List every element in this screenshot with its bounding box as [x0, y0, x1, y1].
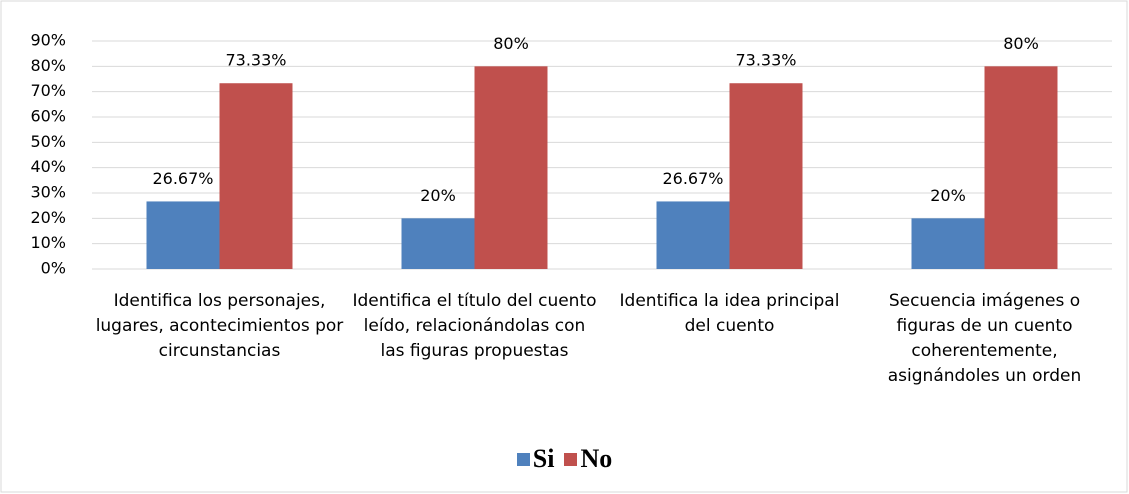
legend-label: No	[580, 444, 613, 473]
y-tick-label: 50%	[30, 132, 66, 151]
bar	[219, 83, 293, 269]
y-tick-label: 0%	[41, 259, 66, 278]
y-tick-label: 20%	[30, 208, 66, 227]
y-tick-label: 70%	[30, 81, 66, 100]
bar	[984, 66, 1058, 269]
bar	[911, 218, 985, 269]
y-tick-label: 90%	[30, 31, 66, 50]
y-tick-label: 40%	[30, 157, 66, 176]
legend-swatch	[564, 452, 578, 466]
x-tick-label: Identifica la idea principal del cuento	[619, 291, 840, 336]
data-label: 73.33%	[225, 51, 286, 70]
data-label: 20%	[930, 186, 966, 205]
y-tick-label: 30%	[30, 183, 66, 202]
data-label: 20%	[420, 186, 456, 205]
bar	[656, 201, 730, 269]
y-tick-label: 80%	[30, 56, 66, 75]
x-tick-label: Identifica el título del cuento leído, r…	[352, 291, 597, 361]
legend-label: Si	[532, 444, 555, 473]
data-label: 80%	[1003, 34, 1039, 53]
legend: Si No	[0, 444, 1129, 474]
data-label: 26.67%	[662, 169, 723, 188]
data-label: 26.67%	[152, 169, 213, 188]
bar	[729, 83, 803, 269]
y-tick-label: 10%	[30, 233, 66, 252]
legend-item: No	[564, 444, 612, 474]
data-label: 80%	[493, 34, 529, 53]
x-tick-label: Identifica los personajes, lugares, acon…	[95, 291, 344, 361]
legend-swatch	[516, 452, 530, 466]
bar	[401, 218, 475, 269]
y-tick-label: 60%	[30, 107, 66, 126]
x-tick-label: Secuencia imágenes o figuras de un cuent…	[887, 291, 1082, 386]
data-label: 73.33%	[735, 51, 796, 70]
bar	[474, 66, 548, 269]
legend-item: Si	[516, 444, 555, 474]
bar	[146, 201, 220, 269]
